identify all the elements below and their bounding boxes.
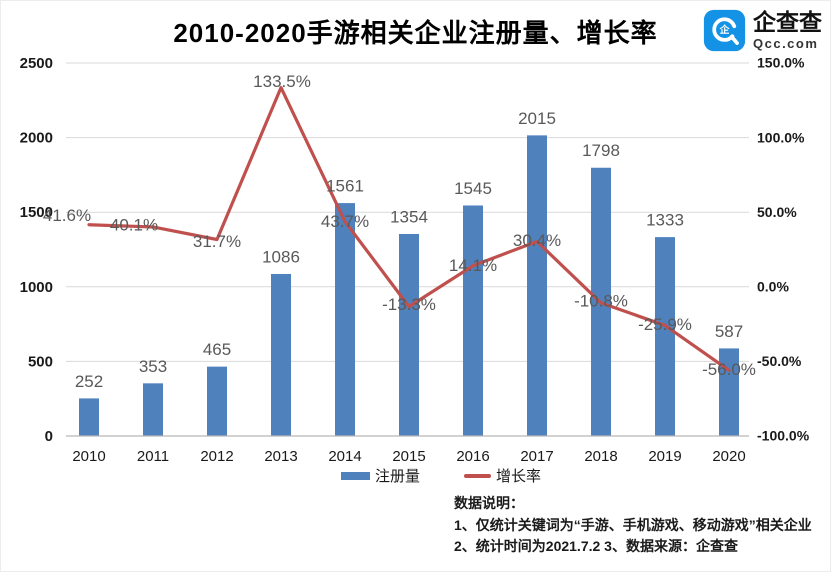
footnotes: 数据说明： 1、仅统计关键词为“手游、手机游戏、移动游戏”相关企业 2、统计时间… [454,493,812,558]
growth-value-label: -25.9% [638,315,692,334]
x-axis-label-2011: 2011 [137,448,169,465]
right-axis-tick-label: -100.0% [757,428,810,444]
growth-value-label: -10.8% [574,291,628,310]
x-axis-label-2017: 2017 [520,448,553,465]
qcc-logo-glyph: 企 [719,23,730,36]
x-axis-label-2016: 2016 [456,448,489,465]
page-title: 2010-2020手游相关企业注册量、增长率 [173,18,658,48]
bar-2011 [143,383,163,436]
bar-value-label: 465 [203,340,231,359]
brand-name: 企查查 [753,8,822,35]
legend-item-growth: 增长率 [464,465,541,486]
bar-2014 [335,203,355,436]
bar-2019 [655,237,675,436]
left-axis-tick-label: 2500 [20,55,53,72]
right-axis-tick-label: 100.0% [757,129,805,145]
growth-value-label: 40.1% [110,215,158,234]
growth-value-label: 41.6% [43,206,91,225]
bar-2016 [463,205,483,436]
bar-value-label: 1798 [582,141,620,160]
bar-value-label: 587 [715,322,743,341]
bar-value-label: 252 [75,372,103,391]
left-axis-tick-label: 1500 [20,204,53,221]
bar-value-label: 1545 [454,179,492,198]
right-axis-tick-label: 0.0% [757,279,789,295]
growth-line [87,86,731,372]
left-axis-tick-label: 2000 [20,130,53,147]
brand-domain: Qcc.com [753,36,819,52]
growth-value-label: 133.5% [253,72,311,91]
bar-2015 [399,233,419,436]
bar-2020 [719,348,739,436]
brand-text: 企查查 Qcc.com [753,8,822,52]
left-axis-tick-label: 0 [45,428,53,445]
brand-logo: 企 企查查 Qcc.com [703,9,822,52]
legend: 注册量 增长率 [341,465,541,486]
x-axis-label-2019: 2019 [648,448,681,465]
bar-value-label: 1354 [390,207,428,226]
growth-value-label: 30.4% [513,231,561,250]
x-axis-label-2012: 2012 [200,448,233,465]
footnote-line-1: 1、仅统计关键词为“手游、手机游戏、移动游戏”相关企业 [454,516,812,533]
legend-label-growth: 增长率 [496,468,542,485]
qcc-logo-icon: 企 [703,9,746,52]
bar-2010 [79,398,99,436]
growth-value-label: 43.7% [321,212,369,231]
right-axis-tick-label: 150.0% [757,55,805,71]
bar-2017 [527,135,547,436]
x-axis-label-2013: 2013 [264,448,297,465]
growth-value-label: 31.7% [193,232,241,251]
bar-value-label: 1086 [262,247,300,266]
x-axis-label-2020: 2020 [712,448,745,465]
growth-value-label: -13.3% [382,295,436,314]
legend-bar-swatch-icon [341,471,370,480]
bar-2013 [271,273,291,436]
bar-value-label: 2015 [518,109,556,128]
left-axis-tick-label: 1000 [20,279,53,296]
footnote-line-2: 2、统计时间为2021.7.2 3、数据来源：企查查 [454,538,738,554]
bar-2012 [207,366,227,436]
growth-value-label: -56.0% [702,360,756,379]
left-axis-tick-label: 500 [28,353,53,370]
legend-item-registrations: 注册量 [341,465,420,486]
x-axis-label-2010: 2010 [72,448,105,465]
x-axis-label-2014: 2014 [328,448,361,465]
legend-label-registrations: 注册量 [375,468,421,485]
x-axis-label-2018: 2018 [584,448,617,465]
x-axis-label-2015: 2015 [392,448,425,465]
bar-value-label: 1333 [646,211,684,230]
right-axis-tick-label: 50.0% [757,204,797,220]
bar-value-label: 353 [139,357,167,376]
growth-value-label: 14.1% [449,256,497,275]
footnote-heading: 数据说明： [454,495,524,511]
legend-line-swatch-icon [464,473,492,478]
right-axis-tick-label: -50.0% [757,353,802,369]
bar-value-label: 1561 [326,177,364,196]
